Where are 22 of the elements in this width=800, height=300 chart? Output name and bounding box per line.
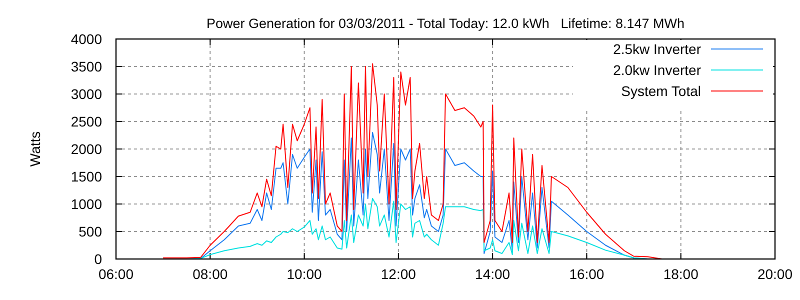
- x-tick-label: 14:00: [475, 266, 510, 282]
- x-tick-label: 08:00: [192, 266, 228, 282]
- y-tick-label: 2000: [70, 141, 102, 157]
- y-axis-title: Watts: [27, 131, 43, 167]
- y-tick-label: 500: [78, 224, 102, 240]
- legend-label: 2.0kw Inverter: [613, 62, 702, 78]
- x-tick-label: 16:00: [569, 266, 604, 282]
- x-tick-label: 06:00: [98, 266, 134, 282]
- y-tick-label: 4000: [70, 31, 102, 47]
- x-tick-label: 18:00: [663, 266, 699, 282]
- x-tick-label: 12:00: [380, 266, 416, 282]
- y-tick-label: 0: [94, 251, 102, 267]
- y-tick-label: 3500: [70, 58, 102, 74]
- legend-label: System Total: [621, 83, 701, 99]
- x-tick-label: 20:00: [757, 266, 793, 282]
- legend-label: 2.5kw Inverter: [613, 41, 702, 57]
- y-tick-label: 2500: [70, 114, 102, 130]
- y-tick-label: 1500: [70, 168, 102, 184]
- chart-title: Power Generation for 03/03/2011 - Total Today: 12.0 kWh Lifetime: 8.147 MWh: [206, 16, 685, 31]
- x-tick-label: 10:00: [286, 266, 322, 282]
- y-tick-label: 1000: [70, 196, 102, 212]
- y-tick-label: 3000: [70, 86, 102, 102]
